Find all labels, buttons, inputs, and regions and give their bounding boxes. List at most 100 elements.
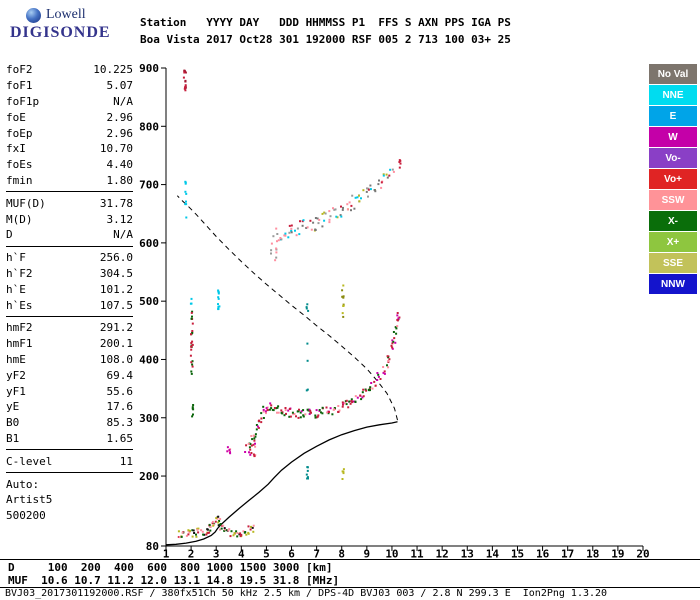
param-label: foEp bbox=[6, 126, 33, 140]
param-row: h`E 101.2 bbox=[6, 281, 133, 297]
legend-item-x: X- bbox=[649, 211, 697, 231]
param-label: hmF1 bbox=[6, 337, 33, 351]
param-value: 304.5 bbox=[99, 266, 133, 280]
param-row: fxI 10.70 bbox=[6, 141, 133, 157]
param-row: B0 85.3 bbox=[6, 415, 133, 431]
param-row: C-level 11 bbox=[6, 453, 133, 469]
svg-text:700: 700 bbox=[139, 179, 159, 192]
svg-text:500: 500 bbox=[139, 295, 159, 308]
parameter-panel: foF2 10.225 foF1 5.07 foF1p N/A foE 2.96 foEp 2.9… bbox=[6, 62, 133, 524]
param-value: 291.2 bbox=[99, 321, 133, 335]
param-row: hmF2 291.2 bbox=[6, 320, 133, 336]
svg-text:13: 13 bbox=[461, 548, 474, 561]
param-row: foEp 2.96 bbox=[6, 125, 133, 141]
param-label: foEs bbox=[6, 158, 33, 172]
divider-line bbox=[0, 587, 700, 588]
param-label: C-level bbox=[6, 454, 53, 468]
svg-text:15: 15 bbox=[511, 548, 524, 561]
param-row: hmF1 200.1 bbox=[6, 336, 133, 352]
svg-text:12: 12 bbox=[436, 548, 449, 561]
param-row: MUF(D) 31.78 bbox=[6, 195, 133, 211]
svg-text:8: 8 bbox=[338, 548, 345, 561]
param-value: 3.12 bbox=[106, 212, 134, 226]
param-label: B1 bbox=[6, 431, 20, 445]
separator-line bbox=[6, 472, 133, 474]
param-label: B0 bbox=[6, 416, 20, 430]
param-row: Artist5 bbox=[6, 492, 133, 508]
param-label: h`E bbox=[6, 282, 26, 296]
divider-line bbox=[0, 559, 700, 560]
param-value: 55.6 bbox=[106, 384, 134, 398]
header-field-labels: Station YYYY DAY DDD HHMMSS P1 FFS S AXN… bbox=[140, 16, 511, 29]
svg-text:14: 14 bbox=[486, 548, 500, 561]
distance-row: D 100 200 400 600 800 1000 1500 3000 [km… bbox=[8, 561, 333, 574]
legend-item-noval: No Val bbox=[649, 64, 697, 84]
param-label: D bbox=[6, 228, 13, 242]
logo-digisonde-text: DIGISONDE bbox=[10, 24, 111, 41]
lowell-digisonde-logo: Lowell DIGISONDE bbox=[10, 7, 111, 42]
svg-text:200: 200 bbox=[139, 470, 159, 483]
param-value: 17.6 bbox=[106, 400, 134, 414]
svg-text:6: 6 bbox=[288, 548, 295, 561]
header-field-values: Boa Vista 2017 Oct28 301 192000 RSF 005 … bbox=[140, 33, 511, 46]
svg-text:2: 2 bbox=[188, 548, 195, 561]
legend-item-vo: Vo+ bbox=[649, 169, 697, 189]
muf-row: MUF 10.6 10.7 11.2 12.0 13.1 14.8 19.5 3… bbox=[8, 574, 340, 587]
legend-item-w: W bbox=[649, 127, 697, 147]
param-row: D N/A bbox=[6, 227, 133, 243]
legend-item-ssw: SSW bbox=[649, 190, 697, 210]
svg-text:16: 16 bbox=[536, 548, 550, 561]
separator-line bbox=[6, 315, 133, 317]
param-label: fmin bbox=[6, 173, 33, 187]
param-label: h`F bbox=[6, 251, 26, 265]
param-row: yE 17.6 bbox=[6, 399, 133, 415]
param-value: 101.2 bbox=[99, 282, 133, 296]
param-value: 69.4 bbox=[106, 368, 134, 382]
legend-item-nnw: NNW bbox=[649, 274, 697, 294]
svg-text:5: 5 bbox=[263, 548, 270, 561]
param-value: 1.65 bbox=[106, 431, 134, 445]
param-value: 2.96 bbox=[106, 126, 134, 140]
param-value: 2.96 bbox=[106, 110, 134, 124]
param-label: Artist5 bbox=[6, 493, 53, 507]
svg-text:400: 400 bbox=[139, 353, 159, 366]
svg-text:4: 4 bbox=[238, 548, 245, 561]
param-label: M(D) bbox=[6, 212, 33, 226]
param-label: yE bbox=[6, 400, 20, 414]
svg-text:3: 3 bbox=[213, 548, 220, 561]
param-value: 4.40 bbox=[106, 158, 134, 172]
legend-item-e: E bbox=[649, 106, 697, 126]
svg-text:800: 800 bbox=[139, 120, 159, 133]
param-label: Auto: bbox=[6, 477, 40, 491]
svg-text:10: 10 bbox=[385, 548, 398, 561]
legend-item-nne: NNE bbox=[649, 85, 697, 105]
svg-text:11: 11 bbox=[410, 548, 424, 561]
separator-line bbox=[6, 191, 133, 193]
param-value: 10.225 bbox=[93, 63, 133, 77]
param-value: 85.3 bbox=[106, 416, 134, 430]
svg-text:300: 300 bbox=[139, 412, 159, 425]
param-label: foF1 bbox=[6, 79, 33, 93]
param-label: hmE bbox=[6, 352, 26, 366]
svg-text:900: 900 bbox=[139, 62, 159, 75]
param-value: N/A bbox=[113, 94, 133, 108]
param-label: 500200 bbox=[6, 509, 46, 523]
param-row: M(D) 3.12 bbox=[6, 211, 133, 227]
param-row: h`Es 107.5 bbox=[6, 297, 133, 313]
legend-item-sse: SSE bbox=[649, 253, 697, 273]
direction-legend: No Val NNE E W Vo- Vo+ SSW X- X+ SSE NNW bbox=[649, 64, 697, 295]
svg-text:18: 18 bbox=[586, 548, 599, 561]
svg-text:600: 600 bbox=[139, 237, 159, 250]
legend-item-vo: Vo- bbox=[649, 148, 697, 168]
globe-icon bbox=[26, 7, 41, 23]
param-row: fmin 1.80 bbox=[6, 173, 133, 189]
param-label: yF2 bbox=[6, 368, 26, 382]
param-row: h`F 256.0 bbox=[6, 250, 133, 266]
separator-line bbox=[6, 245, 133, 247]
separator-line bbox=[6, 449, 133, 451]
svg-text:80: 80 bbox=[146, 540, 159, 553]
param-row: hmE 108.0 bbox=[6, 352, 133, 368]
param-label: h`Es bbox=[6, 298, 33, 312]
legend-item-x: X+ bbox=[649, 232, 697, 252]
param-value: 5.07 bbox=[106, 79, 134, 93]
